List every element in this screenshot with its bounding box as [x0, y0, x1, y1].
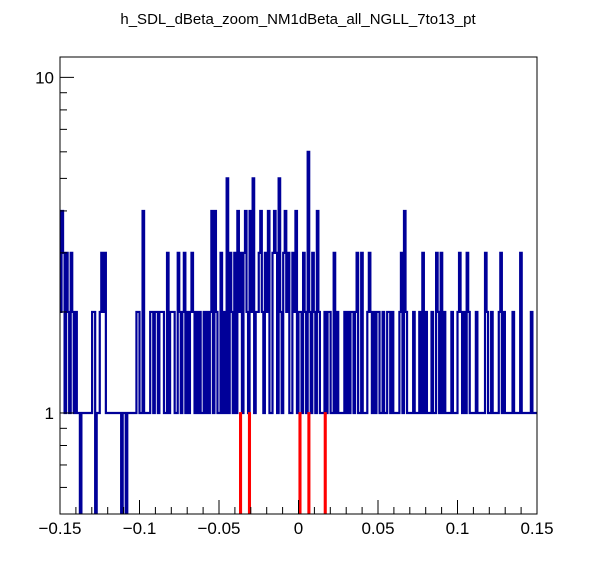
x-tick-label: −0.05: [197, 519, 240, 538]
x-tick-label: 0.15: [520, 519, 553, 538]
histogram-series-1: [239, 412, 327, 514]
chart-title: h_SDL_dBeta_zoom_NM1dBeta_all_NGLL_7to13…: [120, 11, 476, 28]
x-tick-label: 0.05: [361, 519, 394, 538]
x-tick-label: −0.15: [38, 519, 81, 538]
x-tick-label: 0: [294, 519, 303, 538]
plot-frame: [59, 56, 538, 515]
series-layer: [60, 150, 537, 514]
x-tick-label: 0.1: [446, 519, 470, 538]
axes: −0.15 −0.1 −0.05 0 0.05 0.1 0.15 1 10: [35, 68, 553, 538]
y-tick-label: 10: [35, 68, 54, 87]
x-tick-label: −0.1: [123, 519, 157, 538]
histogram-series-0: [60, 150, 537, 514]
y-tick-label: 1: [45, 404, 54, 423]
